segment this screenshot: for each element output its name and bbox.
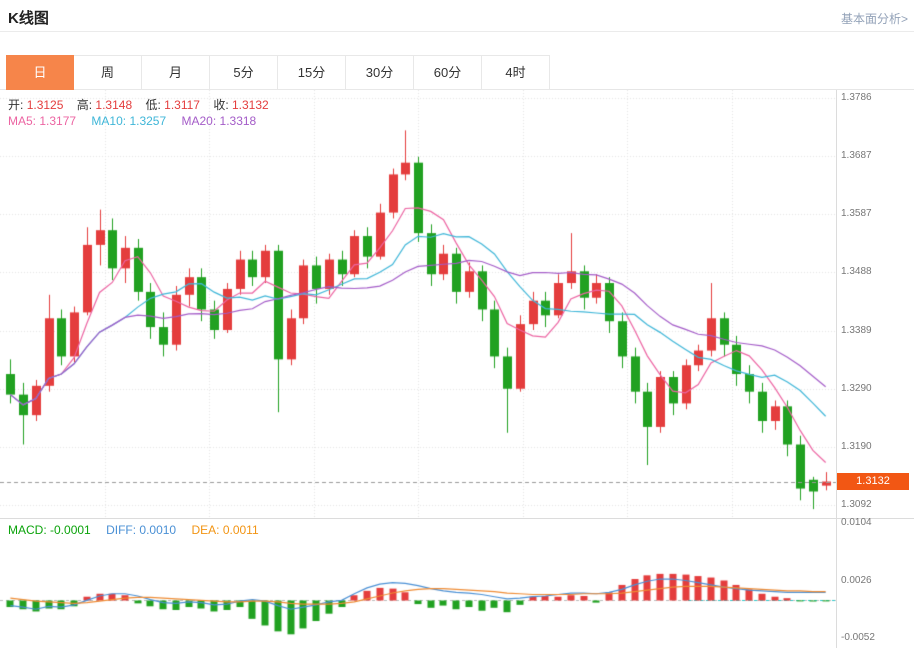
tab-60min[interactable]: 60分 <box>414 55 482 90</box>
ma10-number: 1.3257 <box>129 114 167 128</box>
open-value: 1.3125 <box>26 98 64 112</box>
price-axis-line <box>836 90 837 648</box>
macd-number: -0.0001 <box>50 523 91 537</box>
candlestick-chart[interactable] <box>0 90 914 518</box>
tab-4hour[interactable]: 4时 <box>482 55 550 90</box>
close-value: 1.3132 <box>232 98 269 112</box>
ma5-label: MA5: <box>8 114 37 128</box>
current-price-tag: 1.3132 <box>837 473 909 490</box>
open-label: 开: <box>8 98 24 112</box>
ma20-value: MA20: 1.3318 <box>181 114 256 128</box>
ma5-value: MA5: 1.3177 <box>8 114 76 128</box>
panel-separator <box>0 518 914 519</box>
low-label: 低: <box>145 98 161 112</box>
dea-label: DEA: <box>191 523 220 537</box>
period-tabs: 日 周 月 5分 15分 30分 60分 4时 <box>6 55 550 90</box>
macd-value: MACD: -0.0001 <box>8 523 91 537</box>
ma20-number: 1.3318 <box>219 114 257 128</box>
diff-label: DIFF: <box>106 523 137 537</box>
tab-5min[interactable]: 5分 <box>210 55 278 90</box>
low-value: 1.3117 <box>164 98 200 112</box>
header: K线图 基本面分析> <box>0 0 914 32</box>
tab-30min[interactable]: 30分 <box>346 55 414 90</box>
high-label: 高: <box>76 98 93 112</box>
macd-info: MACD: -0.0001 DIFF: 0.0010 DEA: 0.0011 <box>8 523 259 537</box>
diff-value: DIFF: 0.0010 <box>106 523 176 537</box>
ma10-value: MA10: 1.3257 <box>91 114 166 128</box>
dea-number: 0.0011 <box>222 523 259 537</box>
ma20-label: MA20: <box>181 114 217 128</box>
diff-number: 0.0010 <box>139 523 177 537</box>
dea-value: DEA: 0.0011 <box>191 523 258 537</box>
fundamental-analysis-link[interactable]: 基本面分析> <box>840 12 908 26</box>
close-label: 收: <box>213 98 229 112</box>
ma10-label: MA10: <box>91 114 127 128</box>
macd-chart[interactable] <box>0 520 914 648</box>
page-title: K线图 <box>8 10 49 27</box>
tab-month[interactable]: 月 <box>142 55 210 90</box>
tab-week[interactable]: 周 <box>74 55 142 90</box>
tab-15min[interactable]: 15分 <box>278 55 346 90</box>
ma5-number: 1.3177 <box>39 114 77 128</box>
ohlc-info: 开: 1.3125 高: 1.3148 低: 1.3117 收: 1.3132 <box>8 96 279 113</box>
ma-info: MA5: 1.3177 MA10: 1.3257 MA20: 1.3318 <box>8 114 256 128</box>
high-value: 1.3148 <box>95 98 133 112</box>
macd-label: MACD: <box>8 523 47 537</box>
tab-day[interactable]: 日 <box>6 55 74 90</box>
